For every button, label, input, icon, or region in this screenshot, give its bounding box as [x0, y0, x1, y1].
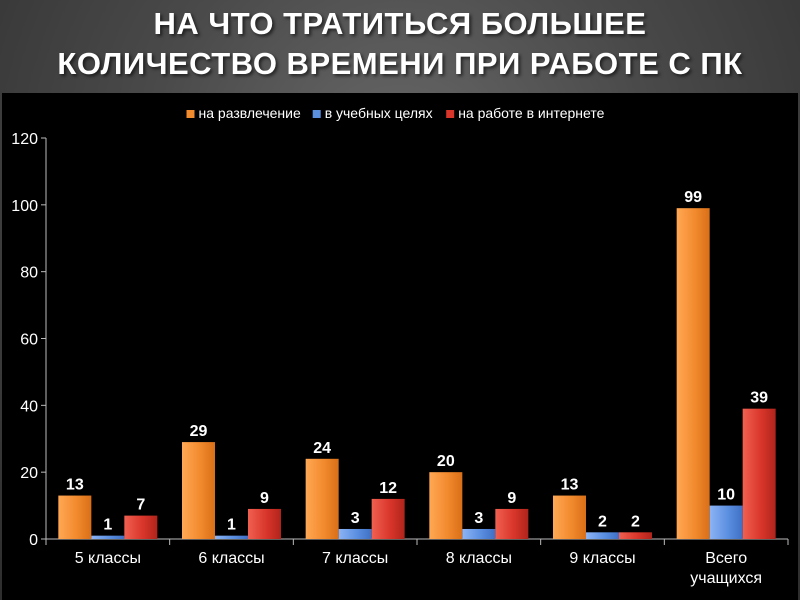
y-tick-label: 0: [29, 532, 38, 549]
bar: [91, 535, 125, 539]
bar: [619, 532, 652, 539]
data-label: 2: [598, 513, 607, 530]
x-tick-label: 6 классы: [198, 550, 264, 567]
data-label: 13: [561, 477, 579, 494]
bar: [248, 508, 281, 539]
bar: [462, 528, 496, 539]
bar: [371, 498, 405, 539]
bar: [182, 442, 215, 539]
legend-swatch: [186, 110, 195, 118]
y-tick-label: 120: [11, 131, 38, 148]
data-label: 9: [260, 490, 269, 507]
data-label: 99: [684, 189, 702, 206]
data-label: 1: [227, 517, 236, 534]
bars: [58, 208, 776, 540]
data-label: 1: [103, 517, 112, 534]
bar: [58, 495, 92, 539]
bar: [495, 508, 529, 539]
slide-title-line-1: НА ЧТО ТРАТИТЬСЯ БОЛЬШЕЕ: [153, 6, 647, 41]
data-label: 12: [379, 480, 397, 497]
bar: [124, 515, 158, 539]
legend-label: на развлечение: [199, 105, 301, 121]
data-label: 10: [717, 487, 735, 504]
x-tick-label: 9 классы: [569, 550, 635, 567]
bar: [338, 528, 372, 539]
bar: [709, 505, 743, 539]
bar: [676, 208, 710, 540]
data-label: 9: [507, 490, 516, 507]
y-tick-label: 40: [20, 398, 38, 415]
bar: [553, 495, 586, 539]
data-label: 24: [313, 440, 331, 457]
data-label: 20: [437, 453, 455, 470]
x-tick-label: Всего: [705, 550, 747, 567]
y-tick-label: 100: [11, 198, 38, 215]
bar: [586, 532, 619, 539]
x-tick-label: 8 классы: [446, 550, 512, 567]
legend: на развлечение в учебных целях на работе в…: [186, 105, 605, 121]
x-tick-label: учащихся: [690, 570, 762, 587]
data-label: 13: [66, 477, 84, 494]
data-label: 2: [631, 513, 640, 530]
data-label: 39: [750, 390, 768, 407]
x-tick-label: 5 классы: [75, 550, 141, 567]
bar: [215, 535, 248, 539]
y-tick-label: 80: [20, 265, 38, 282]
legend-swatch: [446, 110, 455, 118]
bar: [429, 472, 463, 539]
y-tick-label: 60: [20, 332, 38, 349]
slide-title-line-2: КОЛИЧЕСТВО ВРЕМЕНИ ПРИ РАБОТЕ С ПК: [57, 46, 743, 81]
y-tick-label: 20: [20, 465, 38, 482]
data-label: 29: [190, 423, 208, 440]
bar: [305, 458, 339, 539]
bar: [742, 408, 776, 539]
x-tick-label: 7 классы: [322, 550, 388, 567]
legend-swatch: [312, 110, 321, 118]
data-label: 3: [351, 510, 360, 527]
bar-chart: на развлечение в учебных целях на работе в…: [2, 93, 798, 600]
slide-title: НА ЧТО ТРАТИТЬСЯ БОЛЬШЕЕ КОЛИЧЕСТВО ВРЕМ…: [0, 4, 800, 84]
data-label: 7: [136, 497, 145, 514]
legend-label: в учебных целях: [325, 105, 433, 121]
data-label: 3: [474, 510, 483, 527]
legend-label: на работе в интернете: [458, 105, 604, 121]
